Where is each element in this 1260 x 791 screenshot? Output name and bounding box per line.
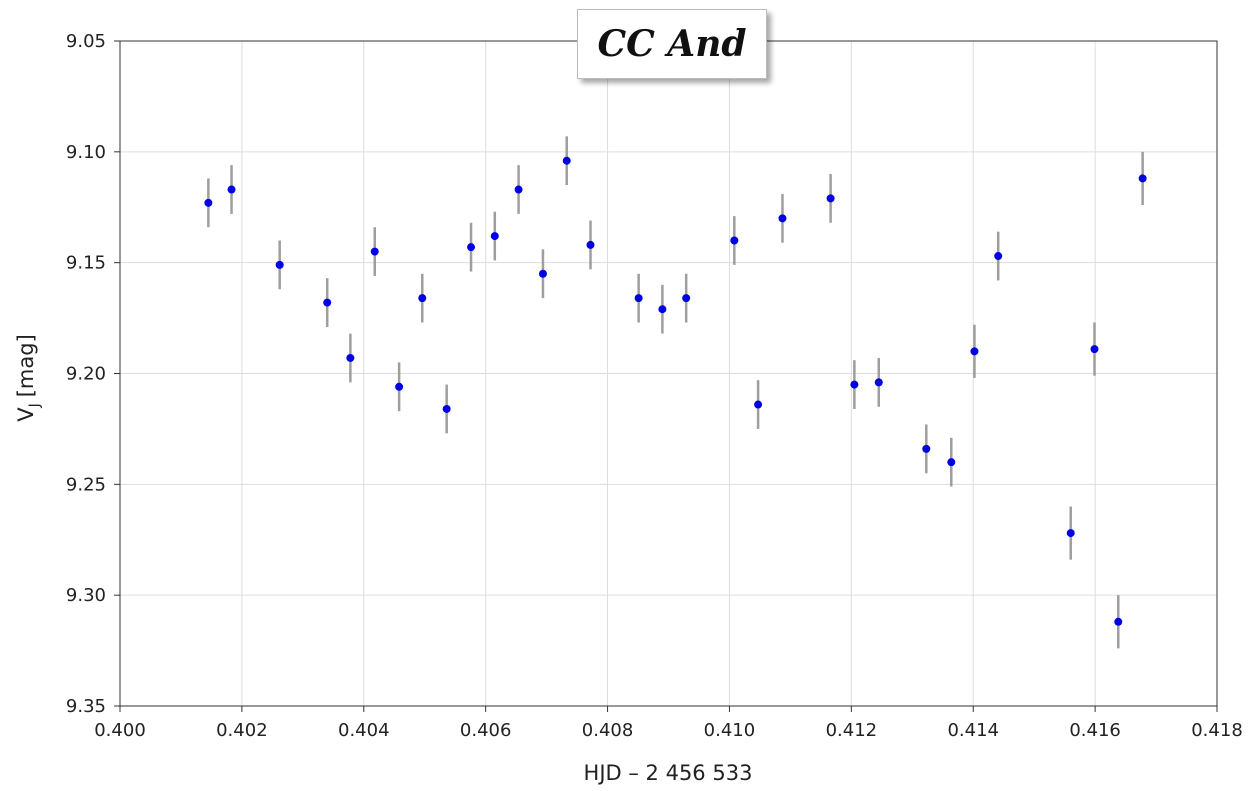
x-tick-label: 0.412 — [826, 720, 878, 741]
data-point — [370, 247, 379, 256]
data-point — [754, 400, 763, 409]
y-axis-title-unit: [mag] — [14, 334, 38, 397]
data-point — [947, 458, 956, 467]
error-bars — [207, 136, 1144, 649]
data-point — [418, 294, 427, 303]
grid — [119, 40, 1218, 707]
y-tick-label: 9.20 — [66, 364, 106, 385]
x-tick-label: 0.400 — [94, 720, 146, 741]
data-point — [275, 260, 284, 269]
chart-title-box: CC And — [577, 9, 767, 79]
x-tick-label: 0.416 — [1069, 720, 1121, 741]
x-tick-label: 0.418 — [1191, 720, 1243, 741]
y-tick-label: 9.10 — [66, 142, 106, 163]
data-point — [826, 194, 835, 203]
data-point — [562, 156, 571, 165]
x-tick-label: 0.404 — [338, 720, 390, 741]
data-point — [538, 269, 547, 278]
data-point — [994, 252, 1003, 261]
data-point — [850, 380, 859, 389]
data-point — [970, 347, 979, 356]
y-tick-label: 9.25 — [66, 474, 106, 495]
data-point — [346, 353, 355, 362]
data-point — [586, 240, 595, 249]
y-tick-label: 9.05 — [66, 31, 106, 52]
data-point — [922, 444, 931, 453]
y-tick-label: 9.35 — [66, 696, 106, 717]
data-point — [467, 243, 476, 252]
data-point — [1090, 345, 1099, 354]
data-point — [490, 232, 499, 241]
data-point — [778, 214, 787, 223]
y-axis-title-sub: J — [27, 403, 43, 408]
data-point — [442, 404, 451, 413]
data-point — [1114, 617, 1123, 626]
x-tick-label: 0.402 — [216, 720, 268, 741]
y-axis-title: VJ [mag] — [14, 334, 43, 422]
data-point — [658, 305, 667, 314]
data-point — [227, 185, 236, 194]
x-axis-ticks: 0.400 0.402 0.404 0.406 0.408 0.410 0.412 0.414… — [94, 706, 1243, 741]
data-point — [1066, 529, 1075, 538]
x-axis-title: HJD – 2 456 533 — [584, 761, 753, 785]
y-tick-label: 9.15 — [66, 253, 106, 274]
data-point — [730, 236, 739, 245]
x-tick-label: 0.408 — [582, 720, 634, 741]
data-point — [874, 378, 883, 387]
x-tick-label: 0.410 — [704, 720, 756, 741]
y-tick-label: 9.30 — [66, 585, 106, 606]
data-point — [514, 185, 523, 194]
y-axis-ticks: 9.05 9.10 9.15 9.20 9.25 9.30 9.35 — [66, 31, 120, 717]
x-tick-label: 0.414 — [947, 720, 999, 741]
data-point — [323, 298, 332, 307]
y-axis-title-main: V — [14, 407, 38, 422]
data-point — [634, 294, 643, 303]
x-tick-label: 0.406 — [460, 720, 512, 741]
data-point — [682, 294, 691, 303]
chart-title: CC And — [597, 23, 747, 65]
data-points — [204, 156, 1147, 626]
data-point — [1138, 174, 1147, 183]
data-point — [395, 382, 404, 391]
data-point — [204, 198, 213, 207]
